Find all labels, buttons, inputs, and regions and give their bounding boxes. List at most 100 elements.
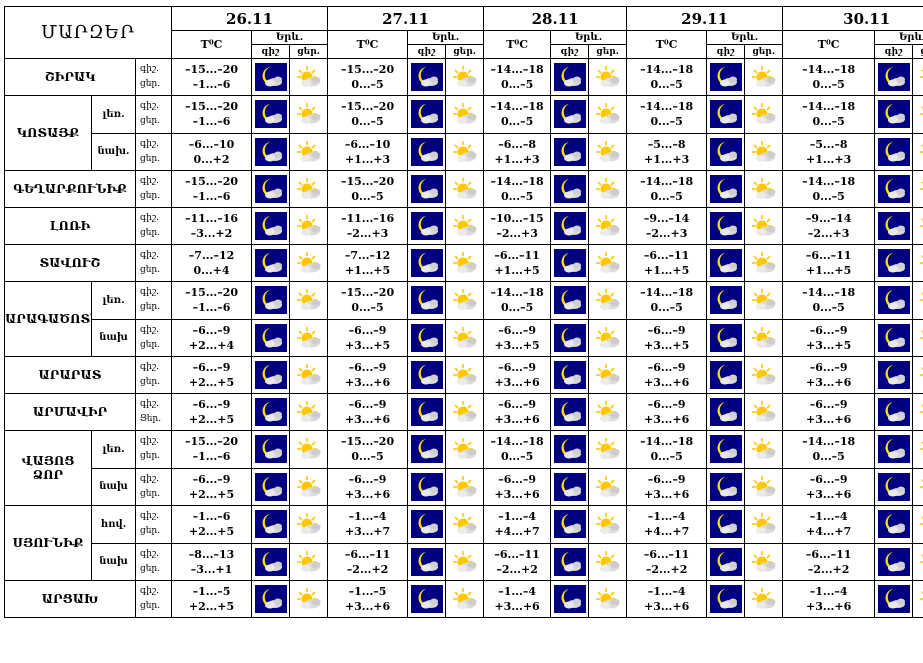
temperature-cell: –6...–9 +3...+6	[483, 356, 552, 394]
day-temp: +3...+6	[806, 600, 852, 613]
day-weather-cell	[744, 281, 784, 320]
day-temp: +3...+6	[494, 600, 540, 613]
phenomena-header: Երև.	[407, 30, 485, 45]
moon-cloud-icon	[877, 175, 910, 203]
day-temp: –3...+1	[190, 562, 233, 576]
period-labels: գիշ. ցեր.	[134, 580, 173, 618]
night-weather-cell	[251, 207, 291, 245]
night-temp: –6...–9	[498, 361, 536, 374]
moon-cloud-icon	[709, 435, 742, 464]
temperature-cell: –6...–9 +3...+5	[626, 318, 708, 357]
night-temp: –6...–9	[498, 323, 536, 337]
temperature-cell: –1...–6 +2...+5	[171, 505, 253, 544]
period-night-label: գիշ.	[140, 436, 159, 447]
temperature-cell: –6...–8 +1...+3	[483, 132, 552, 171]
day-weather-cell	[445, 244, 485, 282]
night-weather-cell	[407, 580, 447, 618]
sun-cloud-icon	[595, 401, 620, 422]
day-weather-cell	[912, 58, 923, 96]
night-temp: –6...–9	[647, 323, 686, 337]
day-weather-cell	[445, 393, 485, 431]
night-temp: –1...–4	[348, 510, 387, 524]
moon-cloud-icon	[709, 100, 742, 129]
sun-cloud-icon	[595, 326, 620, 348]
sun-cloud-icon	[452, 103, 477, 125]
night-temp: –6...–9	[348, 361, 387, 374]
sun-cloud-icon	[919, 106, 923, 116]
day-temp: 0...–5	[351, 190, 384, 203]
night-temp: –6...–11	[494, 547, 540, 561]
day-weather-cell	[744, 505, 784, 544]
moon-cloud-icon	[709, 175, 742, 203]
temperature-cell: –15...–20 0...–5	[327, 170, 409, 208]
moon-cloud-icon	[254, 398, 287, 426]
night-temp: –6...–11	[494, 249, 540, 262]
day-temp: +3...+6	[344, 487, 391, 501]
moon-cloud-icon	[709, 286, 742, 315]
night-subheader: գիշ	[251, 44, 291, 59]
day-temp: +2...+5	[188, 413, 235, 426]
temperature-cell: –15...–20 –1...–6	[171, 58, 253, 96]
night-subheader: գիշ	[874, 44, 914, 59]
day-temp: +3...+6	[494, 413, 540, 426]
temperature-cell: –14...–18 0...–5	[626, 281, 708, 320]
sun-cloud-icon	[751, 252, 776, 273]
moon-cloud-icon	[709, 249, 742, 277]
day-weather-cell	[289, 393, 329, 431]
night-weather-cell	[874, 244, 914, 282]
period-day-label: ցեր.	[140, 563, 161, 574]
sun-cloud-icon	[296, 103, 321, 125]
phenomena-header: Երև.	[251, 30, 329, 45]
sun-cloud-icon	[919, 441, 923, 451]
night-weather-cell	[550, 95, 590, 134]
temperature-cell: –14...–18 0...–5	[782, 281, 876, 320]
day-temp: +1...+5	[806, 264, 852, 277]
night-temp: –6...–9	[192, 472, 231, 486]
day-weather-cell	[445, 580, 485, 618]
moon-cloud-icon	[553, 323, 586, 352]
day-subheader: ցեր.	[289, 44, 329, 59]
day-temp: –1...–6	[192, 450, 231, 464]
night-temp: –14...–18	[490, 63, 544, 76]
night-temp: –1...–4	[498, 510, 536, 524]
period-day-label: ցեր.	[140, 153, 161, 164]
night-weather-cell	[251, 244, 291, 282]
sun-cloud-icon	[919, 181, 923, 190]
sun-cloud-icon	[595, 550, 620, 572]
day-weather-cell	[912, 430, 923, 469]
day-weather-cell	[912, 580, 923, 618]
night-temp: –5...–8	[809, 137, 848, 151]
region-name: ԼՈՌԻ	[4, 207, 136, 245]
night-weather-cell	[874, 170, 914, 208]
day-weather-cell	[445, 430, 485, 469]
night-temp: –15...–20	[184, 435, 239, 449]
day-temp: 0...–5	[650, 301, 683, 315]
moon-cloud-icon	[410, 249, 443, 277]
night-subheader: գիշ	[407, 44, 447, 59]
moon-cloud-icon	[877, 547, 910, 576]
night-temp: –6...–9	[809, 472, 848, 486]
sun-cloud-icon	[595, 513, 620, 535]
phenomena-header: Երև.	[706, 30, 784, 45]
day-temp: 0...–5	[500, 301, 534, 315]
temperature-cell: –6...–10 0...+2	[171, 132, 253, 171]
night-weather-cell	[251, 170, 291, 208]
day-temp: 0...–5	[812, 78, 845, 91]
region-label: ՍՅՈՒՆԻՔ	[12, 536, 84, 550]
day-subheader: ցեր.	[588, 44, 628, 59]
day-weather-cell	[744, 132, 784, 171]
region-label: ԱՐՄԱՎԻՐ	[32, 405, 108, 419]
temperature-cell: –6...–9 +3...+6	[626, 356, 708, 394]
night-temp: –14...–18	[802, 63, 856, 76]
period-labels: գիշ. ցեր.	[134, 170, 173, 208]
day-temp: +3...+5	[644, 338, 690, 352]
night-weather-cell	[550, 430, 590, 469]
temperature-header: T⁰C	[171, 30, 253, 59]
temperature-cell: –8...–13 –3...+1	[171, 542, 253, 581]
region-name: ԿՈՏԱՅՔ	[4, 95, 92, 171]
night-weather-cell	[407, 393, 447, 431]
night-temp: –6...–9	[647, 361, 686, 374]
sun-cloud-icon	[751, 401, 776, 422]
moon-cloud-icon	[709, 510, 742, 539]
period-labels: գիշ. ցեր.	[134, 542, 173, 581]
